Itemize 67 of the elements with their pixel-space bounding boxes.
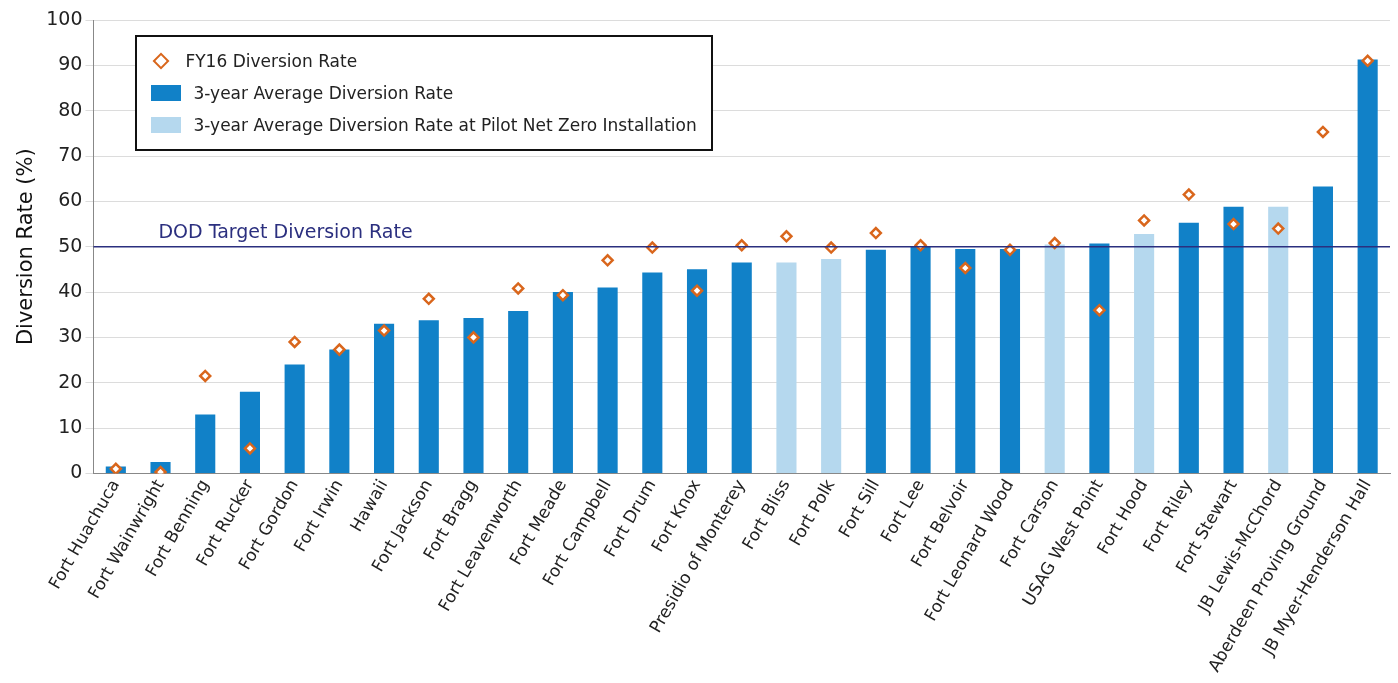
bar [1268, 206, 1289, 473]
bar [642, 272, 663, 473]
point [1137, 214, 1151, 227]
point [601, 254, 614, 267]
bar [910, 246, 931, 473]
y-tick-label: 40 [58, 278, 83, 301]
bar [1357, 59, 1378, 473]
legend-label: FY16 Diversion Rate [185, 51, 358, 71]
y-tick-label: 70 [58, 142, 83, 165]
y-tick-label: 80 [58, 97, 83, 120]
point [1316, 125, 1330, 139]
bar [508, 311, 529, 473]
y-tick-label: 100 [46, 6, 83, 29]
ref-line-label: DOD Target Diversion Rate [158, 220, 413, 243]
bar [1089, 243, 1110, 473]
bar [195, 414, 216, 473]
bar [284, 364, 305, 473]
bar [955, 248, 976, 473]
bar [999, 248, 1021, 473]
bar [552, 292, 573, 473]
bar [239, 391, 260, 473]
point [1182, 188, 1196, 201]
bar [463, 317, 484, 473]
point [198, 369, 212, 383]
point [869, 226, 883, 240]
point [422, 292, 436, 306]
point [1271, 222, 1285, 235]
y-tick-label: 60 [58, 188, 83, 211]
bar [418, 320, 439, 473]
bar [776, 262, 797, 473]
point [1227, 217, 1240, 231]
y-tick-label: 0 [70, 460, 83, 483]
point [467, 331, 480, 344]
point [511, 282, 525, 295]
y-tick-label: 20 [58, 369, 83, 392]
y-tick-label: 10 [58, 414, 83, 437]
bar [1044, 244, 1065, 473]
bar [1223, 206, 1244, 473]
point [780, 230, 793, 243]
point [1003, 243, 1017, 257]
legend-label: 3-year Average Diversion Rate [193, 83, 454, 103]
point [959, 261, 972, 275]
y-axis-title: Diversion Rate (%) [13, 148, 38, 346]
bar [686, 269, 708, 473]
y-tick-label: 50 [58, 233, 83, 256]
point [288, 335, 301, 349]
point [556, 288, 570, 302]
point [1048, 236, 1061, 250]
bar [1178, 222, 1199, 473]
point [377, 324, 391, 337]
bar [821, 258, 842, 473]
bar [1134, 234, 1155, 473]
point [333, 343, 346, 356]
bar [374, 323, 395, 473]
point [1093, 303, 1106, 317]
bar [731, 262, 752, 473]
point [690, 284, 704, 297]
legend-label: 3-year Average Diversion Rate at Pilot Net Zero Installation [193, 115, 697, 135]
point [1361, 54, 1374, 68]
bar [329, 349, 350, 473]
bar [597, 287, 618, 473]
point [109, 462, 123, 474]
y-tick-label: 30 [58, 324, 83, 347]
bar [865, 249, 886, 473]
bar [1312, 186, 1333, 473]
point [243, 442, 257, 455]
y-tick-label: 90 [58, 52, 83, 75]
